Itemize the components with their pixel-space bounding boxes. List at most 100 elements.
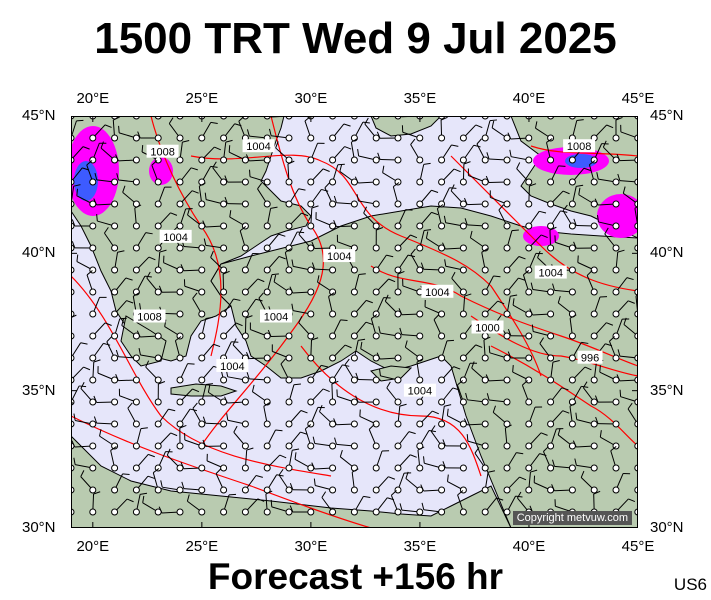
wind-station [612,464,620,472]
wind-station [438,134,446,142]
wind-station [525,354,533,362]
wind-barb-flag [599,430,602,438]
longitude-tick-label: 45°E [621,538,655,555]
map-border [71,116,638,528]
wind-station [220,244,228,252]
wind-barb-flag [82,146,90,150]
wind-barb-flag [159,249,167,253]
wind-station [263,354,271,362]
wind-barb-flag [126,498,134,503]
wind-barb-flag [158,381,166,385]
isobar-label: 1004 [216,358,249,373]
wind-barb-flag [471,361,475,369]
wind-barb-flag [507,351,512,359]
wind-barb-flag [333,220,337,227]
wind-barb-flag [404,340,408,348]
wind-barb-flag [399,327,403,335]
wind-barb-flag [104,227,109,234]
wind-barb-flag [224,175,228,183]
wind-station [590,376,598,384]
wind-station [525,398,533,406]
wind-station [568,200,576,208]
wind-station [612,244,620,252]
wind-station [459,134,467,142]
wind-barb-flag [148,453,155,458]
wind-barb-flag [447,474,449,482]
wind-barb-flag [235,322,243,327]
wind-station [503,332,511,340]
wind-barb-flag [292,448,300,451]
wind-barb-flag [339,164,343,172]
wind-barb-flag [328,292,335,297]
wind-barb-flag [628,498,636,503]
wind-station [612,288,620,296]
wind-barb-flag [452,387,460,391]
wind-barb-flag [212,161,217,168]
wind-barb-flag [386,254,394,258]
wind-barb-flag [343,123,351,127]
wind-station [176,354,184,362]
wind-station [89,420,97,428]
wind-barb-flag [537,250,541,258]
isobar-labels: 1008 1004 1008 1004 1004 1004 1004 1008 1004 1000… [133,139,603,398]
wind-barb-flag [440,116,448,121]
wind-station [547,420,555,428]
wind-barb-flag [626,277,634,281]
wind-station [438,310,446,318]
wind-station [132,178,140,186]
wind-barb-flag [539,337,545,344]
wind-station [307,332,315,340]
wind-station [394,398,402,406]
wind-barb-flag [522,380,528,386]
wind-station [89,134,97,142]
wind-barb-flag [572,440,577,448]
wind-barb-flag [616,374,621,382]
wind-station [89,244,97,252]
wind-station [285,266,293,274]
wind-barb-flag [476,138,482,145]
wind-station [525,134,533,142]
wind-barb-flag [294,452,297,460]
wind-station [285,376,293,384]
wind-barb-flag [512,298,515,306]
wind-station [329,200,337,208]
wind-barb-flag [391,490,397,496]
wind-station [350,354,358,362]
wind-barb-flag [158,506,163,514]
wind-station [220,288,228,296]
wind-barb-flag [583,167,591,171]
wind-barb-flag [617,349,621,357]
longitude-tick-label: 35°E [403,90,437,107]
wind-barb-flag [268,128,272,136]
latitude-tick-label: 30°N [650,519,684,536]
wind-barb-flag [473,144,481,148]
wind-station [568,486,576,494]
wind-station [263,178,271,186]
wind-barb-flag [76,188,79,196]
latitude-tick-label: 30°N [22,519,56,536]
wind-station [307,376,315,384]
wind-barb-flag [595,416,599,424]
wind-station [285,398,293,406]
wind-station [220,464,228,472]
wind-barb-flag [584,366,592,371]
wind-station [481,134,489,142]
wind-barb-flag [339,449,343,457]
wind-barb-flag [351,468,359,473]
wind-barb-flag [437,204,444,209]
wind-barb-flag [464,218,468,226]
wind-station [220,332,228,340]
wind-station [503,508,511,516]
wind-station [503,266,511,274]
wind-barb-flag [464,197,468,205]
isobar-label: 1004 [242,139,275,153]
wind-station [176,442,184,450]
wind-barb-flag [238,116,245,122]
wind-station [568,178,576,186]
isobar-label: 1004 [323,249,356,263]
wind-station [525,442,533,450]
wind-station [111,464,119,472]
wind-barb-flag [496,497,504,501]
wind-station [176,332,184,340]
wind-barb-flag [405,471,409,479]
